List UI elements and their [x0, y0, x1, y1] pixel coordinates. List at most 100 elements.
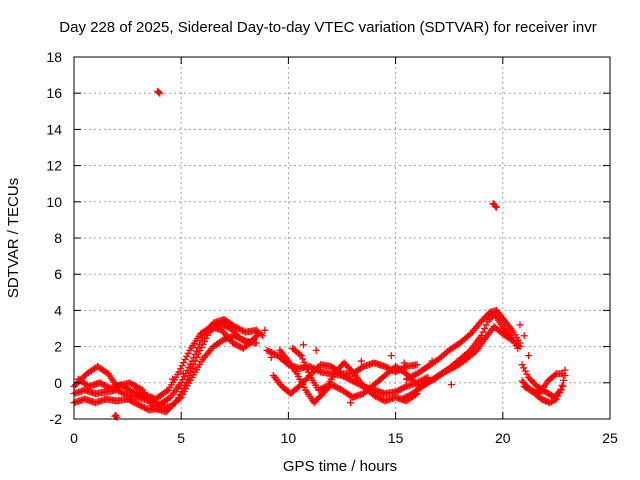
y-tick-label: 12 — [46, 158, 62, 174]
data-point — [551, 371, 559, 379]
data-point — [559, 370, 567, 378]
x-tick-label: 25 — [602, 430, 618, 446]
data-point — [237, 335, 245, 343]
data-point — [295, 382, 303, 390]
data-point — [523, 370, 531, 378]
data-point — [560, 376, 568, 384]
data-point — [401, 383, 409, 391]
data-point — [400, 359, 408, 367]
data-point — [199, 341, 207, 349]
data-point — [482, 321, 490, 329]
data-point — [557, 386, 565, 394]
data-point — [217, 320, 225, 328]
data-point — [222, 322, 230, 330]
data-point — [223, 323, 231, 331]
data-point — [315, 362, 323, 370]
data-point — [372, 392, 380, 400]
data-point — [103, 383, 111, 391]
data-point — [232, 323, 240, 331]
data-point — [402, 375, 410, 383]
data-point — [373, 393, 381, 401]
data-point — [230, 340, 238, 348]
data-point — [521, 367, 529, 375]
data-point — [142, 404, 150, 412]
data-point — [329, 381, 337, 389]
data-point — [197, 344, 205, 352]
data-point — [407, 373, 415, 381]
data-point — [406, 391, 414, 399]
data-point — [219, 336, 227, 344]
x-axis-title: GPS time / hours — [283, 458, 397, 475]
data-point — [299, 355, 307, 363]
data-point — [130, 398, 138, 406]
data-point — [477, 332, 485, 340]
data-point — [465, 331, 473, 339]
data-point — [139, 390, 147, 398]
data-point — [134, 401, 142, 409]
data-point — [381, 363, 389, 371]
data-point — [193, 353, 201, 361]
data-point — [408, 372, 416, 380]
data-point — [312, 346, 320, 354]
chart-title: Day 228 of 2025, Sidereal Day-to-day VTE… — [59, 19, 596, 36]
data-point — [412, 379, 420, 387]
data-point — [116, 388, 124, 396]
data-point — [398, 385, 406, 393]
data-point — [403, 393, 411, 401]
data-point — [347, 399, 355, 407]
data-point — [133, 400, 141, 408]
x-tick-label: 15 — [388, 430, 404, 446]
data-point — [481, 325, 489, 332]
data-point — [163, 387, 171, 395]
data-point — [202, 334, 210, 342]
data-point — [266, 348, 274, 356]
data-point — [310, 367, 318, 375]
data-point — [304, 368, 312, 376]
data-point — [165, 394, 173, 402]
data-point — [302, 362, 310, 370]
data-point — [125, 396, 133, 404]
data-point — [350, 378, 358, 386]
data-point — [234, 324, 242, 332]
data-point — [97, 380, 105, 388]
data-point — [296, 350, 304, 358]
data-point — [561, 366, 569, 374]
data-point — [303, 375, 311, 383]
data-point — [184, 349, 192, 357]
data-point — [263, 346, 271, 354]
data-point — [393, 387, 401, 395]
data-point — [492, 203, 500, 211]
data-point — [183, 352, 191, 360]
data-point — [191, 357, 199, 365]
data-point — [204, 331, 212, 339]
data-point — [235, 334, 243, 342]
data-point — [99, 380, 107, 388]
x-tick-label: 5 — [177, 430, 185, 446]
data-point — [126, 387, 134, 395]
data-point — [413, 361, 421, 369]
data-point — [252, 339, 260, 347]
data-point — [358, 364, 366, 372]
data-point — [147, 393, 155, 401]
data-point — [140, 390, 148, 398]
data-point — [428, 357, 436, 365]
data-point — [216, 319, 224, 327]
data-point — [127, 397, 135, 405]
data-point — [552, 395, 560, 403]
data-point — [378, 395, 386, 403]
x-tick-label: 10 — [281, 430, 297, 446]
data-point — [387, 352, 395, 360]
y-axis-title: SDTVAR / TECUs — [5, 178, 22, 298]
data-point — [479, 328, 487, 336]
data-point — [395, 386, 403, 394]
data-point — [299, 341, 307, 349]
data-point — [447, 381, 455, 389]
data-points — [70, 87, 569, 421]
data-point — [382, 363, 390, 371]
data-point — [178, 362, 186, 370]
data-point — [558, 381, 566, 389]
data-point — [491, 202, 499, 210]
data-point — [233, 341, 241, 349]
data-point — [100, 381, 108, 389]
